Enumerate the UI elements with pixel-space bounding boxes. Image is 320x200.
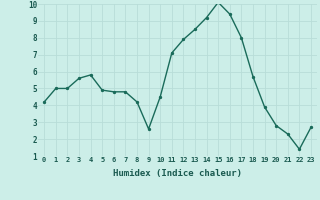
X-axis label: Humidex (Indice chaleur): Humidex (Indice chaleur) — [113, 169, 242, 178]
